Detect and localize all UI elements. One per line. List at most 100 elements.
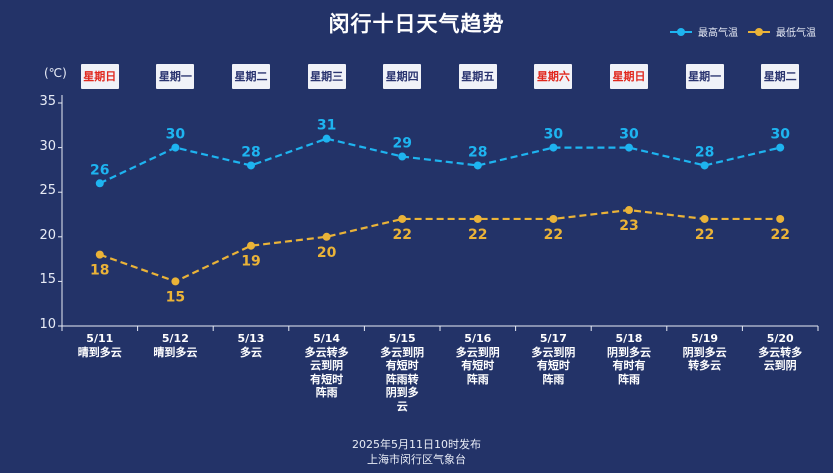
high-temp-point bbox=[322, 134, 331, 143]
weather-description: 晴到多云 bbox=[153, 345, 198, 359]
x-category-column: 5/14 多云转多 云到阴 有短时 阵雨 bbox=[289, 332, 365, 400]
weather-description: 有短时 bbox=[310, 372, 344, 386]
high-temp-label: 30 bbox=[166, 127, 186, 143]
high-temp-point bbox=[625, 143, 633, 152]
weather-description: 多云 bbox=[239, 345, 262, 359]
legend-low-line-icon bbox=[748, 27, 770, 37]
high-temp-label: 30 bbox=[770, 127, 790, 143]
low-temp-line bbox=[99, 208, 781, 283]
weather-description: 转多云 bbox=[688, 359, 722, 372]
low-temp-point bbox=[700, 214, 709, 223]
low-temp-point bbox=[95, 250, 104, 259]
high-temp-point bbox=[398, 152, 407, 161]
weather-description: 阵雨 bbox=[542, 372, 565, 386]
x-category-column: 5/13 多云 bbox=[213, 332, 289, 359]
x-category-column: 5/15 多云到阴 有短时 阵雨转 阴到多云 bbox=[364, 332, 440, 413]
weekday-label: 星期日 bbox=[610, 64, 648, 89]
low-temp-point bbox=[776, 214, 785, 223]
weather-description: 有短时 bbox=[461, 359, 495, 372]
high-temp-label: 29 bbox=[392, 136, 411, 152]
weather-description: 阵雨转 bbox=[385, 372, 419, 386]
low-temp-point bbox=[398, 214, 407, 223]
y-tick-label: 30 bbox=[39, 138, 56, 154]
legend-label-low: 最低气温 bbox=[776, 28, 816, 39]
low-temp-label: 23 bbox=[619, 218, 638, 234]
high-temp-point bbox=[700, 161, 709, 170]
high-temp-point bbox=[171, 143, 180, 152]
weather-description: 多云到阴 bbox=[531, 345, 576, 359]
x-category-column: 5/20 多云转多 云到阴 bbox=[742, 332, 818, 373]
weather-description: 有短时 bbox=[385, 359, 419, 372]
weather-description: 有时有 bbox=[612, 359, 646, 372]
legend-item-high[interactable]: 最高气温 bbox=[670, 24, 738, 39]
low-temp-label: 18 bbox=[90, 263, 109, 279]
high-temp-label: 28 bbox=[468, 144, 487, 160]
weekday-label: 星期日 bbox=[80, 64, 119, 89]
weather-description: 阴到多云 bbox=[606, 345, 651, 359]
weather-description: 阴到多 bbox=[385, 386, 419, 399]
low-temp-point bbox=[322, 232, 331, 241]
weather-description: 多云到阴 bbox=[455, 345, 500, 359]
low-temp-label: 22 bbox=[544, 227, 563, 243]
date-label: 5/11 bbox=[86, 332, 114, 345]
low-temp-point bbox=[625, 206, 633, 215]
high-temp-label: 30 bbox=[544, 127, 564, 143]
weather-description: 多云到阴 bbox=[380, 345, 425, 359]
date-label: 5/15 bbox=[388, 332, 416, 345]
publisher: 上海市闵行区气象台 bbox=[367, 453, 466, 466]
y-tick-label: 10 bbox=[39, 317, 56, 332]
low-temp-label: 22 bbox=[392, 227, 411, 243]
y-tick-label: 20 bbox=[39, 227, 56, 243]
weather-description: 阵雨 bbox=[617, 372, 640, 386]
high-temp-label: 26 bbox=[90, 162, 109, 178]
x-category-column: 5/18 阴到多云 有时有 阵雨 bbox=[591, 332, 667, 386]
low-temp-label: 22 bbox=[695, 227, 714, 243]
y-tick-label: 15 bbox=[39, 272, 56, 288]
high-temp-point bbox=[549, 143, 558, 152]
weather-description: 云到阴 bbox=[310, 359, 344, 372]
weather-description: 云到阴 bbox=[763, 359, 797, 372]
date-label: 5/13 bbox=[237, 332, 265, 345]
weather-description: 多云转多 bbox=[304, 345, 349, 359]
y-tick-label: 25 bbox=[39, 183, 56, 199]
low-temp-point bbox=[171, 277, 180, 286]
high-temp-label: 28 bbox=[695, 144, 714, 160]
low-temp-label: 20 bbox=[317, 245, 337, 261]
weather-description: 阵雨 bbox=[315, 386, 338, 399]
high-temp-label: 31 bbox=[317, 118, 336, 134]
weather-description: 有短时 bbox=[536, 359, 570, 372]
date-label: 5/17 bbox=[539, 332, 567, 345]
low-temp-label: 22 bbox=[468, 227, 487, 243]
weekday-label: 星期二 bbox=[761, 64, 800, 89]
date-label: 5/20 bbox=[766, 332, 794, 345]
high-temp-point bbox=[95, 179, 104, 188]
date-label: 5/14 bbox=[313, 332, 341, 345]
weekday-label: 星期四 bbox=[383, 64, 422, 89]
date-label: 5/16 bbox=[464, 332, 492, 345]
legend-high-line-icon bbox=[670, 27, 692, 37]
chart-title: 闵行十日天气趋势 bbox=[328, 12, 505, 36]
weekday-label: 星期六 bbox=[534, 64, 573, 89]
x-category-column: 5/17 多云到阴 有短时 阵雨 bbox=[516, 332, 592, 386]
weekday-label: 星期一 bbox=[156, 64, 195, 89]
x-category-column: 5/11 晴到多云 bbox=[62, 332, 138, 359]
date-label: 5/12 bbox=[161, 332, 189, 345]
x-category-column: 5/12 晴到多云 bbox=[138, 332, 214, 359]
weekday-label: 星期一 bbox=[685, 64, 724, 89]
low-temp-point bbox=[473, 214, 482, 223]
weekday-label: 星期三 bbox=[307, 64, 346, 89]
legend-item-low[interactable]: 最低气温 bbox=[748, 24, 816, 39]
weather-description: 阴到多云 bbox=[682, 345, 727, 359]
high-temp-label: 28 bbox=[241, 144, 260, 160]
weekday-label: 星期二 bbox=[232, 64, 270, 89]
weather-description: 晴到多云 bbox=[77, 345, 122, 359]
low-temp-label: 15 bbox=[166, 289, 185, 305]
x-category-column: 5/16 多云到阴 有短时 阵雨 bbox=[440, 332, 516, 386]
weather-description: 多云转多 bbox=[758, 345, 803, 359]
high-temp-line bbox=[99, 137, 781, 185]
high-temp-point bbox=[776, 143, 785, 152]
high-temp-label: 30 bbox=[619, 127, 639, 143]
legend-label-high: 最高气温 bbox=[698, 28, 738, 39]
low-temp-label: 19 bbox=[241, 254, 260, 270]
weekday-label: 星期五 bbox=[458, 64, 497, 89]
